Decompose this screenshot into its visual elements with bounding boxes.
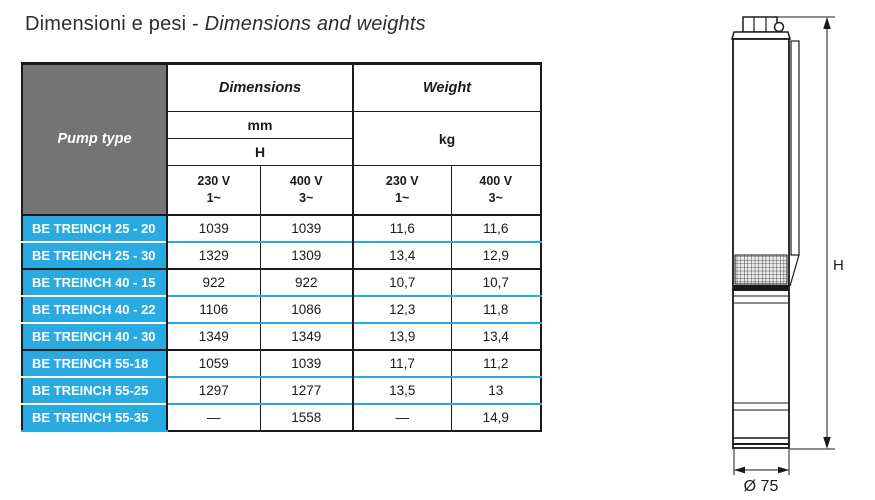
value-cell: 13 bbox=[450, 375, 541, 404]
pump-type-cell: BE TREINCH 40 - 15 bbox=[22, 267, 168, 296]
arrow-left-icon bbox=[734, 466, 745, 474]
voltage-label: 230 V bbox=[197, 173, 231, 188]
value-cell: 13,4 bbox=[450, 321, 541, 350]
h-dimension-label: H bbox=[833, 257, 844, 274]
phase-label: 1~ bbox=[395, 190, 410, 205]
suction-strainer bbox=[734, 254, 788, 285]
value-cell: 12,9 bbox=[450, 240, 541, 269]
value-cell: 1349 bbox=[167, 321, 260, 350]
value-cell: 922 bbox=[259, 267, 353, 296]
table-row: BE TREINCH 55-18 1059 1039 11,7 11,2 bbox=[22, 348, 541, 377]
voltage-header-weight-230v: 230 V 1~ bbox=[352, 165, 451, 216]
value-cell: 1106 bbox=[167, 294, 260, 323]
dimensions-weights-table: Pump type Dimensions Weight mm kg H 230 … bbox=[21, 62, 542, 432]
value-cell: 13,9 bbox=[352, 321, 451, 350]
voltage-label: 400 V bbox=[479, 173, 513, 188]
voltage-header-weight-400v: 400 V 3~ bbox=[450, 165, 541, 216]
value-cell: 1309 bbox=[259, 240, 353, 269]
page-title: Dimensioni e pesi - Dimensions and weigh… bbox=[25, 13, 426, 36]
value-cell: 11,6 bbox=[352, 213, 451, 242]
value-cell: — bbox=[167, 402, 260, 432]
motor-body bbox=[733, 295, 789, 445]
value-cell: 1329 bbox=[167, 240, 260, 269]
value-cell: 13,4 bbox=[352, 240, 451, 269]
pump-type-cell: BE TREINCH 55-35 bbox=[22, 402, 168, 432]
value-cell: 11,2 bbox=[450, 348, 541, 377]
value-cell: 14,9 bbox=[450, 402, 541, 432]
pump-type-cell: BE TREINCH 55-18 bbox=[22, 348, 168, 377]
table-row: BE TREINCH 55-25 1297 1277 13,5 13 bbox=[22, 375, 541, 404]
value-cell: 1297 bbox=[167, 375, 260, 404]
table-row: BE TREINCH 55-35—1558—14,9 bbox=[22, 402, 541, 432]
value-cell: 1039 bbox=[259, 348, 353, 377]
phase-label: 3~ bbox=[488, 190, 503, 205]
voltage-header-dims-400v: 400 V 3~ bbox=[259, 165, 353, 216]
title-english: Dimensions and weights bbox=[204, 13, 426, 35]
table-row: BE TREINCH 40 - 30 1349 1349 13,9 13,4 bbox=[22, 321, 541, 350]
value-cell: — bbox=[352, 402, 451, 432]
arrow-up-icon bbox=[823, 17, 831, 29]
value-cell: 1349 bbox=[259, 321, 353, 350]
value-cell: 11,8 bbox=[450, 294, 541, 323]
weight-group-header: Weight bbox=[352, 63, 541, 112]
phase-label: 3~ bbox=[299, 190, 314, 205]
value-cell: 1277 bbox=[259, 375, 353, 404]
table-header: Pump type Dimensions Weight mm kg H 230 … bbox=[22, 63, 541, 216]
pump-type-cell: BE TREINCH 55-25 bbox=[22, 375, 168, 404]
pump-type-cell: BE TREINCH 25 - 20 bbox=[22, 213, 168, 242]
value-cell: 1558 bbox=[259, 402, 353, 432]
diameter-dimension-line bbox=[733, 448, 790, 475]
pump-type-cell: BE TREINCH 40 - 22 bbox=[22, 294, 168, 323]
value-cell: 12,3 bbox=[352, 294, 451, 323]
table-body: BE TREINCH 25 - 20 1039 1039 11,6 11,6 BE TRE… bbox=[22, 213, 541, 432]
pump-body bbox=[732, 38, 790, 449]
table-row: BE TREINCH 40 - 15 922 922 10,7 10,7 bbox=[22, 267, 541, 296]
table-row: BE TREINCH 25 - 30 1329 1309 13,4 12,9 bbox=[22, 240, 541, 269]
value-cell: 1039 bbox=[167, 213, 260, 242]
table-row: BE TREINCH 25 - 20 1039 1039 11,6 11,6 bbox=[22, 213, 541, 242]
phase-label: 1~ bbox=[206, 190, 221, 205]
cable-guard bbox=[789, 40, 800, 287]
table-row: BE TREINCH 40 - 22 1106 1086 12,3 11,8 bbox=[22, 294, 541, 323]
h-dimension-line bbox=[777, 16, 835, 450]
voltage-label: 230 V bbox=[385, 173, 419, 188]
top-cap bbox=[731, 31, 791, 40]
arrow-right-icon bbox=[778, 466, 789, 474]
value-cell: 11,6 bbox=[450, 213, 541, 242]
value-cell: 13,5 bbox=[352, 375, 451, 404]
dimension-h-header: H bbox=[167, 138, 353, 166]
pump-type-header: Pump type bbox=[22, 63, 168, 215]
strainer-band bbox=[733, 285, 789, 291]
voltage-label: 400 V bbox=[289, 173, 323, 188]
pump-technical-drawing: H Ø 75 bbox=[731, 16, 844, 495]
pump-type-cell: BE TREINCH 40 - 30 bbox=[22, 321, 168, 350]
arrow-down-icon bbox=[823, 437, 831, 449]
value-cell: 11,7 bbox=[352, 348, 451, 377]
unit-kg-header: kg bbox=[352, 111, 541, 166]
discharge-port bbox=[742, 16, 778, 33]
unit-mm-header: mm bbox=[167, 111, 353, 139]
title-italian: Dimensioni e pesi - bbox=[25, 13, 205, 35]
value-cell: 1039 bbox=[259, 213, 353, 242]
value-cell: 922 bbox=[167, 267, 260, 296]
diameter-label: Ø 75 bbox=[744, 478, 779, 495]
value-cell: 10,7 bbox=[352, 267, 451, 296]
value-cell: 1059 bbox=[167, 348, 260, 377]
value-cell: 1086 bbox=[259, 294, 353, 323]
dimensions-group-header: Dimensions bbox=[218, 80, 302, 96]
voltage-header-dims-230v: 230 V 1~ bbox=[167, 165, 260, 216]
cable-gland bbox=[773, 21, 785, 33]
pump-type-cell: BE TREINCH 25 - 30 bbox=[22, 240, 168, 269]
value-cell: 10,7 bbox=[450, 267, 541, 296]
